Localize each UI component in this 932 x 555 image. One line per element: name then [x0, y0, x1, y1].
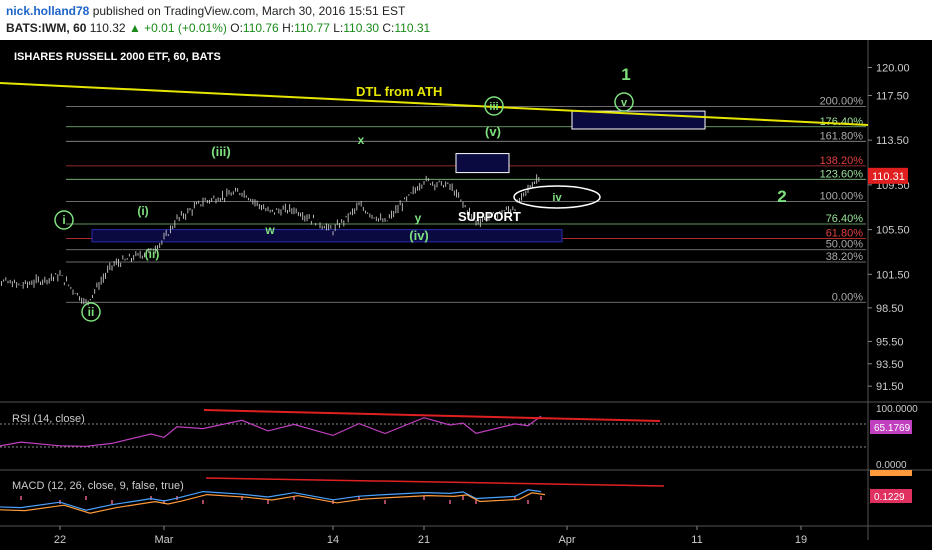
rsi-value-tag	[870, 420, 912, 434]
fib-label: 100.00%	[820, 191, 864, 203]
wave-label: 1	[621, 65, 630, 84]
current-price-tag	[868, 167, 908, 184]
fib-label: 123.60%	[820, 168, 864, 180]
wave-circle	[484, 96, 504, 116]
price-change: ▲ +0.01 (+0.01%)	[128, 21, 227, 35]
macd-axis-label: 0.0000	[876, 460, 907, 471]
rsi-axis-label: 100.0000	[876, 404, 918, 415]
wave-circle	[614, 92, 634, 112]
macd-title: MACD (12, 26, close, 9, false, true)	[12, 480, 184, 492]
fib-label: 61.80%	[826, 228, 864, 240]
wave-label: (ii)	[145, 247, 160, 261]
time-tick-label: Mar	[155, 534, 174, 546]
symbol-line: BATS:IWM, 60 110.32 ▲ +0.01 (+0.01%) O:1…	[6, 21, 430, 35]
wave-label: w	[264, 223, 275, 237]
wave-circle	[513, 185, 601, 209]
fib-label: 38.20%	[826, 251, 864, 263]
wave-label: (iv)	[409, 228, 429, 243]
dtl-trendline	[0, 82, 869, 126]
fib-label: 76.40%	[826, 213, 864, 225]
price-tick-label: 117.50	[876, 90, 909, 102]
last-price: 110.32	[89, 21, 126, 35]
wave-label: 2	[777, 187, 786, 206]
wave-label: y	[415, 211, 422, 225]
rsi-value: 65.1769	[874, 423, 911, 434]
publish-line: nick.holland78 published on TradingView.…	[6, 4, 405, 18]
macd-value-tag	[870, 489, 912, 503]
price-tick-label: 91.50	[876, 381, 904, 393]
support-box	[91, 229, 563, 243]
fib-label: 200.00%	[820, 96, 864, 108]
fib-label: 138.20%	[820, 155, 864, 167]
rsi-divergence-line	[203, 409, 661, 422]
low-label: L:	[333, 21, 344, 35]
support-label: SUPPORT	[458, 209, 521, 224]
rsi-line	[0, 415, 542, 447]
wave-v-target-box	[455, 153, 510, 174]
publish-info: published on TradingView.com, March 30, …	[92, 4, 406, 18]
current-price-label: 110.31	[872, 171, 905, 183]
symbol-label: BATS:IWM, 60	[6, 21, 87, 35]
price-tick-label: 105.50	[876, 225, 910, 237]
chart-header: nick.holland78 published on TradingView.…	[0, 0, 932, 40]
wave-label: iv	[552, 192, 562, 204]
price-tick-label: 95.50	[876, 336, 904, 348]
high-value: 110.77	[294, 21, 330, 35]
wave-label: (iii)	[211, 144, 231, 159]
rsi-title: RSI (14, close)	[12, 413, 85, 425]
chart-title: ISHARES RUSSELL 2000 ETF, 60, BATS	[14, 51, 221, 63]
close-label: C:	[382, 21, 395, 35]
time-tick-label: 21	[418, 534, 430, 546]
macd-zero-tag	[870, 470, 912, 476]
macd-signal-line	[0, 492, 546, 514]
fib-label: 0.00%	[832, 291, 863, 303]
time-tick-label: Apr	[558, 534, 575, 546]
macd-value: 0.1229	[874, 492, 905, 503]
chart-area[interactable]: 120.00 117.50 113.50 109.50 105.50 101.50 98.5…	[0, 40, 932, 550]
macd-line	[0, 489, 542, 511]
fib-label: 176.40%	[820, 116, 864, 128]
wave-circle	[54, 210, 74, 230]
price-tick-label: 120.00	[876, 63, 910, 75]
price-tick-label: 113.50	[876, 135, 909, 147]
close-value: 110.31	[394, 21, 431, 35]
low-value: 110.30	[343, 21, 380, 35]
wave-label: v	[621, 97, 628, 109]
chart-svg[interactable]: 120.00117.50113.50109.50105.50101.5098.5…	[0, 40, 932, 550]
fib-label: 161.80%	[820, 130, 864, 142]
fib-label: 50.00%	[826, 239, 864, 251]
price-tick-label: 101.50	[876, 269, 910, 281]
time-tick-label: 14	[327, 534, 339, 546]
time-tick-label: 11	[691, 534, 702, 546]
author-link[interactable]: nick.holland78	[6, 4, 90, 18]
wave-label: (i)	[137, 204, 148, 218]
price-tick-label: 98.50	[876, 303, 904, 315]
open-value: 110.76	[242, 21, 279, 35]
wave-label: (v)	[485, 124, 501, 139]
wave-circle	[81, 302, 101, 322]
high-label: H:	[282, 21, 295, 35]
time-tick-label: 22	[54, 534, 66, 546]
open-label: O:	[230, 21, 243, 35]
dtl-label: DTL from ATH	[356, 84, 442, 99]
wave-label: i	[62, 213, 65, 227]
wave-label: iii	[489, 101, 498, 113]
wave-label: x	[358, 133, 365, 147]
price-tick-label: 93.50	[876, 359, 904, 371]
time-tick-label: 19	[795, 534, 807, 546]
wave-label: ii	[88, 305, 95, 319]
macd-divergence-line	[205, 477, 665, 487]
